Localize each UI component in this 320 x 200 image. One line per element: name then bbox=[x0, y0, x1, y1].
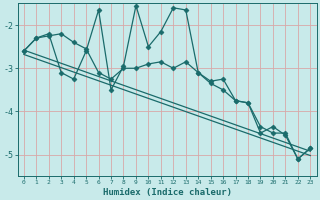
X-axis label: Humidex (Indice chaleur): Humidex (Indice chaleur) bbox=[103, 188, 232, 197]
